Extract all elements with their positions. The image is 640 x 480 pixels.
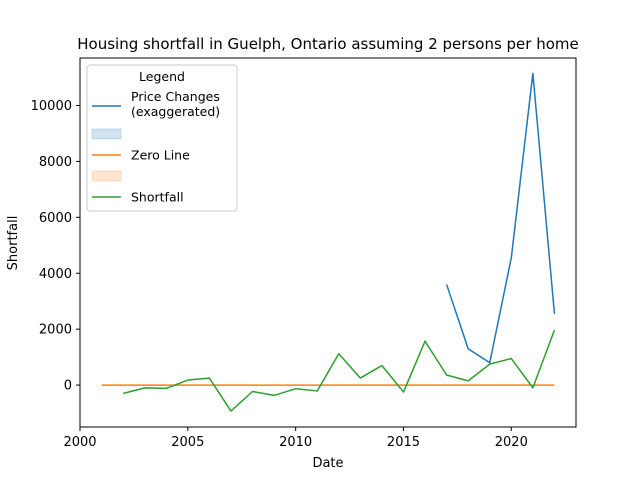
x-tick-label: 2005 bbox=[171, 435, 204, 450]
legend: Legend Price Changes(exaggerated) Zero Lin… bbox=[86, 64, 238, 212]
x-tick-label: 2000 bbox=[63, 435, 96, 450]
legend-label: Price Changes bbox=[131, 89, 220, 104]
x-tick-label: 2015 bbox=[387, 435, 420, 450]
x-tick-label: 2020 bbox=[495, 435, 528, 450]
legend-swatch-patch bbox=[91, 170, 122, 182]
chart-title: Housing shortfall in Guelph, Ontario ass… bbox=[77, 35, 579, 53]
legend-swatch-patch bbox=[91, 128, 122, 140]
y-tick-label: 4000 bbox=[39, 267, 72, 282]
y-axis-title: Shortfall bbox=[6, 216, 21, 271]
y-tick-label: 8000 bbox=[39, 155, 72, 170]
x-axis: 2000 2005 2010 2015 2020 bbox=[63, 427, 528, 450]
y-tick-label: 2000 bbox=[39, 323, 72, 338]
y-tick-label: 0 bbox=[64, 379, 72, 394]
axes-frame bbox=[79, 57, 577, 428]
legend-label: Shortfall bbox=[131, 190, 184, 205]
legend-label: (exaggerated) bbox=[131, 104, 220, 119]
y-tick-label: 10000 bbox=[31, 99, 72, 114]
y-tick-label: 6000 bbox=[39, 211, 72, 226]
series-line-price-changes-exaggerated bbox=[445, 72, 556, 364]
series-line-shortfall bbox=[122, 329, 556, 412]
y-axis: 0 2000 4000 6000 8000 10000 bbox=[31, 99, 80, 394]
x-tick-label: 2010 bbox=[279, 435, 312, 450]
x-axis-title: Date bbox=[312, 456, 343, 471]
legend-title: Legend bbox=[139, 69, 185, 84]
legend-box bbox=[86, 64, 238, 212]
legend-label: Zero Line bbox=[131, 148, 190, 163]
plot-area bbox=[101, 72, 556, 412]
